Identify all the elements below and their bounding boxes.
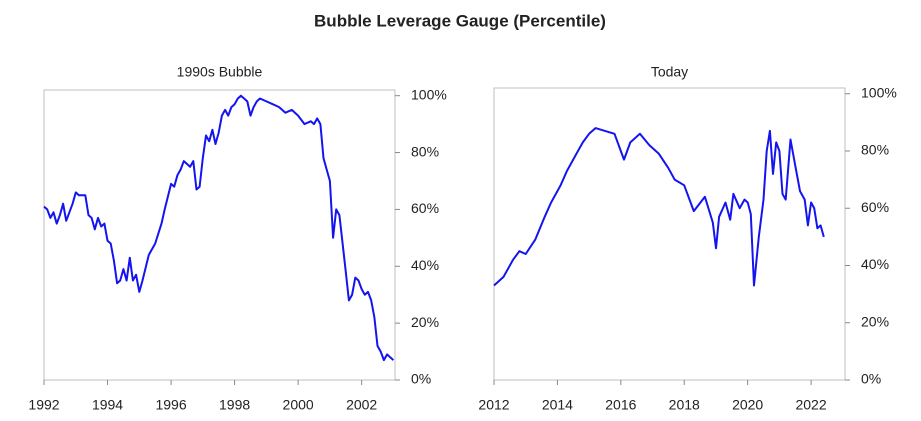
plot-frame xyxy=(493,87,846,381)
y-tick-label: 20% xyxy=(861,313,889,329)
data-line xyxy=(493,127,825,287)
chart-title: Today xyxy=(651,64,688,80)
y-tick-label: 40% xyxy=(411,257,439,273)
x-tick-label: 2016 xyxy=(605,397,636,413)
data-line xyxy=(43,94,395,362)
x-tick-label: 2002 xyxy=(346,397,377,413)
chart-title: 1990s Bubble xyxy=(177,64,263,80)
x-tick-label: 2000 xyxy=(283,397,314,413)
figure-title: Bubble Leverage Gauge (Percentile) xyxy=(314,11,606,30)
y-tick-label: 80% xyxy=(411,143,439,159)
y-tick-label: 60% xyxy=(411,200,439,216)
y-tick-label: 60% xyxy=(861,199,889,215)
y-tick-label: 20% xyxy=(411,314,439,330)
x-tick-label: 2014 xyxy=(542,397,573,413)
y-tick-label: 100% xyxy=(861,84,897,100)
y-tick-label: 80% xyxy=(861,142,889,158)
x-tick-label: 1992 xyxy=(28,397,59,413)
x-tick-label: 1994 xyxy=(92,397,123,413)
x-tick-label: 2018 xyxy=(669,397,700,413)
x-tick-label: 1996 xyxy=(155,397,186,413)
y-tick-label: 100% xyxy=(411,86,447,102)
y-tick-label: 40% xyxy=(861,256,889,272)
y-tick-label: 0% xyxy=(411,371,431,387)
plot-frame xyxy=(43,89,396,381)
x-tick-label: 2012 xyxy=(478,397,509,413)
y-tick-label: 0% xyxy=(861,371,881,387)
x-tick-label: 2022 xyxy=(795,397,826,413)
x-tick-label: 1998 xyxy=(219,397,250,413)
x-tick-label: 2020 xyxy=(732,397,763,413)
